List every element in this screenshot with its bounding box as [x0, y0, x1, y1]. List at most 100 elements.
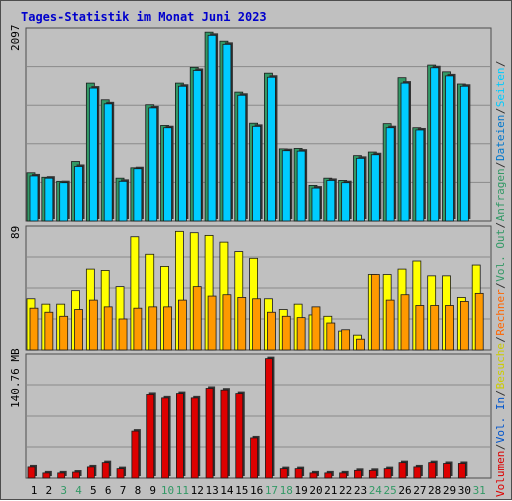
legend-label-top-1: / — [494, 161, 507, 168]
bar-dateien-day-22 — [341, 182, 351, 222]
bar-rechner-day-8 — [133, 307, 143, 351]
bar-rechner-day-6 — [103, 306, 113, 351]
x-tick-label-day-22: 22 — [339, 484, 352, 497]
x-tick-label-day-6: 6 — [105, 484, 112, 497]
bar-rechner-day-4 — [74, 309, 83, 351]
bar-volumen-day-11 — [175, 393, 184, 479]
x-tick-label-day-4: 4 — [75, 484, 82, 497]
bar-dateien-day-28 — [430, 67, 440, 222]
legend-label-mid-1: / — [494, 336, 507, 343]
bar-dateien-day-16 — [252, 125, 262, 222]
bar-volumen-day-12 — [190, 397, 199, 479]
legend-label-mid-4: Vol. Out — [494, 229, 507, 282]
bar-rechner-day-1 — [29, 307, 39, 351]
bar-rechner-day-30 — [459, 301, 469, 351]
bar-dateien-day-12 — [192, 70, 202, 222]
x-tick-label-day-16: 16 — [250, 484, 263, 497]
x-tick-label-day-13: 13 — [205, 484, 218, 497]
bar-dateien-day-27 — [415, 129, 425, 222]
bar-rechner-day-25 — [385, 299, 395, 351]
bar-volumen-day-6 — [101, 462, 110, 479]
bar-dateien-day-24 — [370, 154, 380, 222]
legend-label-mid-2: Rechner — [494, 289, 507, 336]
bar-rechner-day-5 — [88, 299, 98, 351]
bar-volumen-day-21 — [324, 472, 333, 479]
x-tick-label-day-9: 9 — [149, 484, 156, 497]
bar-dateien-day-29 — [445, 75, 454, 222]
bar-rechner-day-20 — [311, 306, 321, 351]
bar-volumen-day-2 — [42, 472, 51, 479]
bar-rechner-day-15 — [237, 297, 247, 351]
bar-dateien-day-9 — [148, 107, 158, 222]
bar-volumen-day-16 — [250, 437, 259, 479]
x-tick-label-day-25: 25 — [384, 484, 397, 497]
bar-rechner-day-2 — [44, 311, 54, 351]
x-tick-label-day-29: 29 — [443, 484, 456, 497]
bar-volumen-day-3 — [57, 472, 66, 479]
bar-rechner-day-18 — [281, 315, 291, 351]
bar-dateien-day-19 — [296, 150, 306, 222]
legend-label-top-2: Dateien — [494, 115, 507, 161]
bar-rechner-day-24 — [370, 274, 380, 351]
x-tick-label-day-18: 18 — [280, 484, 293, 497]
legend-label-mid-3: / — [494, 282, 507, 289]
bar-volumen-day-29 — [443, 463, 451, 479]
bar-dateien-day-11 — [177, 85, 187, 222]
legend-label-mid-0: Besuche — [494, 343, 507, 389]
bar-volumen-day-24 — [368, 469, 377, 479]
bar-rechner-day-29 — [445, 305, 454, 351]
bar-volumen-day-25 — [383, 468, 392, 479]
bar-rechner-day-19 — [296, 317, 306, 351]
ymax-label-bottom: 140.76 MB — [9, 348, 22, 408]
legend-label-top-0: Anfragen — [494, 168, 507, 221]
x-tick-label-day-12: 12 — [191, 484, 204, 497]
x-tick-label-day-31: 31 — [473, 484, 486, 497]
x-tick-label-day-2: 2 — [46, 484, 53, 497]
x-tick-label-day-21: 21 — [324, 484, 337, 497]
bar-volumen-day-26 — [398, 462, 407, 479]
bar-volumen-day-17 — [265, 358, 273, 479]
bar-rechner-day-10 — [163, 306, 172, 351]
bar-volumen-day-9 — [146, 394, 155, 479]
bar-dateien-day-13 — [207, 34, 217, 222]
bar-volumen-day-1 — [27, 466, 36, 479]
x-tick-label-day-1: 1 — [31, 484, 38, 497]
x-tick-label-day-19: 19 — [294, 484, 307, 497]
x-tick-label-day-14: 14 — [220, 484, 234, 497]
bar-volumen-day-27 — [413, 466, 422, 479]
bar-volumen-day-7 — [116, 468, 125, 479]
legend-label-bottom-3: / — [494, 390, 507, 397]
bar-volumen-day-20 — [309, 472, 318, 479]
bar-dateien-day-21 — [326, 180, 336, 222]
x-tick-label-day-10: 10 — [161, 484, 174, 497]
bar-dateien-day-6 — [103, 103, 113, 222]
bar-rechner-day-22 — [341, 329, 351, 351]
bar-dateien-day-25 — [385, 127, 395, 222]
bar-dateien-day-14 — [222, 43, 232, 222]
bar-rechner-day-12 — [192, 286, 202, 351]
bar-volumen-day-28 — [428, 462, 437, 479]
bar-volumen-day-10 — [161, 397, 169, 479]
bar-volumen-day-14 — [220, 389, 229, 479]
legend-label-mid-5: / — [494, 222, 507, 229]
x-tick-label-day-11: 11 — [176, 484, 189, 497]
panel-border-bottom — [25, 353, 492, 479]
x-tick-label-day-3: 3 — [60, 484, 67, 497]
bar-dateien-day-17 — [267, 76, 276, 222]
x-tick-label-day-8: 8 — [135, 484, 142, 497]
ymax-label-top: 2097 — [9, 25, 22, 52]
bar-dateien-day-15 — [237, 94, 247, 222]
bar-volumen-day-15 — [235, 393, 244, 479]
bar-rechner-day-26 — [400, 294, 410, 351]
bar-volumen-day-5 — [86, 466, 95, 479]
legend-label-bottom-0: Volumen — [494, 451, 507, 497]
bar-rechner-day-3 — [59, 315, 69, 351]
bar-rechner-day-14 — [222, 294, 232, 351]
bar-volumen-day-13 — [205, 388, 214, 479]
bar-rechner-day-23 — [356, 338, 365, 351]
bar-rechner-day-16 — [252, 298, 262, 351]
bar-rechner-day-28 — [430, 305, 440, 351]
x-tick-label-day-15: 15 — [235, 484, 248, 497]
legend-label-bottom-2: Vol. In — [494, 397, 507, 443]
